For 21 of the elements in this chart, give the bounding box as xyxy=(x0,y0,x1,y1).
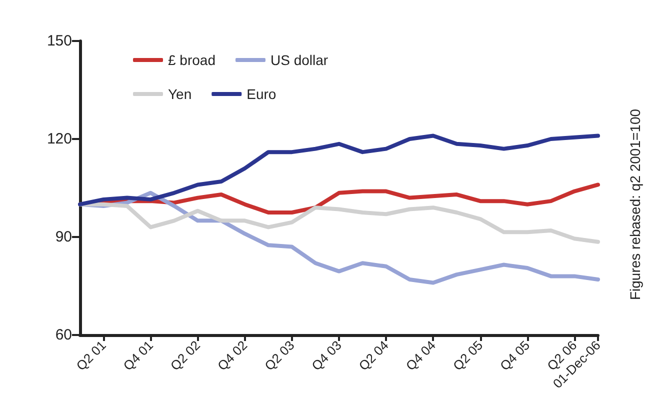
x-tick-label: Q2 02 xyxy=(167,338,204,374)
y-tick-label: 150 xyxy=(46,32,72,50)
y-axis-title: Figures rebased: q2 2001=100 xyxy=(627,108,643,300)
legend-label: £ broad xyxy=(168,52,216,68)
line-series xyxy=(78,134,600,206)
x-tick-label: Q2 05 xyxy=(450,338,486,374)
y-tick-label: 90 xyxy=(55,228,72,246)
legend-label: Yen xyxy=(168,86,192,102)
x-tick-label: Q2 04 xyxy=(356,338,392,374)
x-tick-label: Q4 05 xyxy=(497,338,533,374)
y-tick-label: 120 xyxy=(46,130,72,148)
x-tick-label: Q4 03 xyxy=(308,338,344,374)
y-tick-label: 60 xyxy=(55,326,72,344)
x-tick-label: Q4 01 xyxy=(120,338,156,374)
x-tick-label: Q2 03 xyxy=(262,338,298,374)
legend-label: Euro xyxy=(246,86,276,102)
x-tick-label: Q4 04 xyxy=(402,338,438,374)
line-series xyxy=(78,202,600,244)
legend-label: US dollar xyxy=(270,52,328,68)
x-tick-label: Q4 02 xyxy=(214,338,250,374)
x-tick-label: Q2 01 xyxy=(73,338,109,374)
